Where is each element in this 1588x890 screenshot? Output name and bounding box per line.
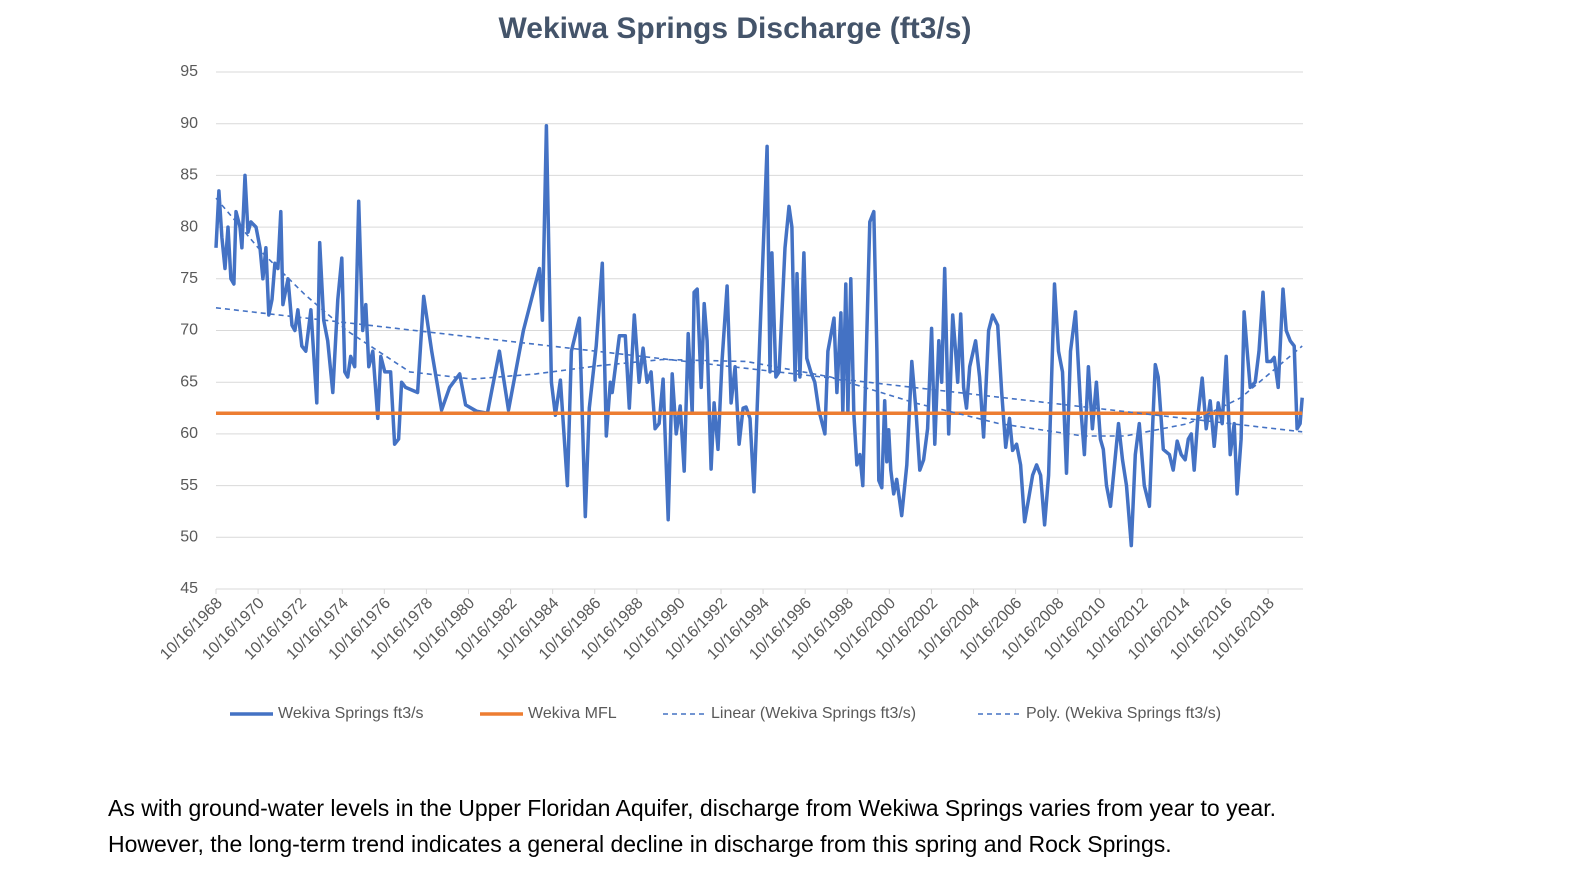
caption-line: As with ground-water levels in the Upper…	[108, 795, 1276, 821]
y-tick-label: 70	[180, 322, 198, 339]
legend-label: Wekiva MFL	[528, 705, 617, 722]
y-tick-label: 50	[180, 529, 198, 546]
y-tick-label: 60	[180, 425, 198, 442]
y-tick-label: 85	[180, 167, 198, 184]
series-line	[215, 307, 1303, 433]
legend-label: Wekiva Springs ft3/s	[278, 705, 424, 722]
y-tick-label: 75	[180, 270, 198, 287]
y-tick-label: 45	[180, 580, 198, 597]
legend-label: Linear (Wekiva Springs ft3/s)	[711, 705, 916, 722]
chart-title: Wekiwa Springs Discharge (ft3/s)	[499, 12, 972, 45]
legend-label: Poly. (Wekiva Springs ft3/s)	[1026, 705, 1221, 722]
y-tick-label: 80	[180, 218, 198, 235]
caption-line: However, the long-term trend indicates a…	[108, 831, 1172, 857]
y-tick-label: 95	[180, 63, 198, 80]
y-tick-label: 65	[180, 373, 198, 390]
y-tick-label: 55	[180, 477, 198, 494]
y-tick-label: 90	[180, 115, 198, 132]
series-line	[214, 124, 1304, 548]
